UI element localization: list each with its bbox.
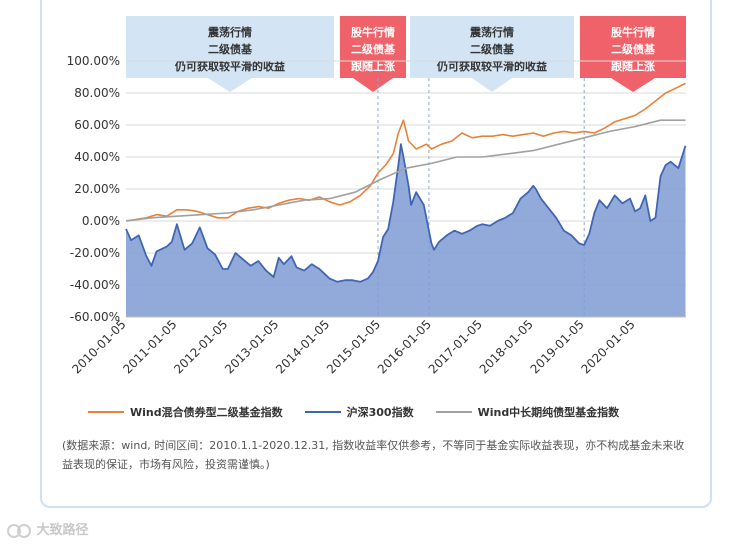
y-tick-label: 20.00% bbox=[74, 182, 120, 196]
legend-label-pure-bond: Wind中长期纯债型基金指数 bbox=[477, 406, 620, 419]
x-tick-label: 2015-01-05 bbox=[324, 317, 383, 376]
legend-swatch-pure-bond bbox=[435, 411, 472, 413]
x-tick-label: 2019-01-05 bbox=[528, 317, 587, 376]
annotation-text-4-1: 股牛行情 bbox=[611, 25, 655, 39]
x-tick-label: 2010-01-05 bbox=[69, 317, 128, 376]
x-tick-label: 2014-01-05 bbox=[273, 317, 332, 376]
annotation-text-1-3: 仍可获取较平滑的收益 bbox=[174, 59, 285, 73]
annotation-text-1-1: 震荡行情 bbox=[207, 25, 252, 39]
annotation-box-1 bbox=[126, 16, 334, 92]
series-line-1 bbox=[125, 82, 686, 222]
series-line-3 bbox=[125, 119, 686, 222]
x-tick-label: 2012-01-05 bbox=[171, 317, 230, 376]
x-tick-label: 2013-01-05 bbox=[222, 317, 281, 376]
legend: Wind混合债券型二级基金指数 沪深300指数 Wind中长期纯债型基金指数 bbox=[88, 402, 698, 422]
y-tick-label: -60.00% bbox=[70, 310, 120, 324]
y-tick-label: -40.00% bbox=[70, 278, 120, 292]
annotation-text-2-3: 跟随上涨 bbox=[351, 59, 395, 73]
legend-label-hybrid-bond: Wind混合债券型二级基金指数 bbox=[130, 406, 283, 419]
annotation-text-4-3: 跟随上涨 bbox=[611, 59, 655, 73]
watermark-logo-icon bbox=[7, 523, 31, 538]
annotation-text-3-1: 震荡行情 bbox=[469, 25, 514, 39]
data-source-note: (数据来源：wind, 时间区间：2010.1.1-2020.12.31, 指数… bbox=[62, 439, 685, 471]
annotation-text-3-3: 仍可获取较平滑的收益 bbox=[436, 59, 547, 73]
annotation-text-4-2: 二级债基 bbox=[611, 42, 656, 56]
y-tick-label: 80.00% bbox=[74, 86, 120, 100]
x-tick-label: 2020-01-05 bbox=[579, 317, 638, 376]
legend-label-csi300: 沪深300指数 bbox=[346, 406, 414, 419]
series-area-csi300 bbox=[126, 144, 686, 317]
legend-swatch-hybrid-bond bbox=[88, 411, 124, 413]
y-tick-label: 100.00% bbox=[67, 54, 120, 68]
y-tick-label: 60.00% bbox=[74, 118, 120, 132]
watermark-text: 大致路径 bbox=[36, 523, 89, 538]
watermark: 大致路径 bbox=[6, 519, 89, 540]
y-tick-label: -20.00% bbox=[70, 246, 120, 260]
legend-item-hybrid-bond: Wind混合债券型二级基金指数 bbox=[88, 404, 283, 420]
annotation-text-2-2: 二级债基 bbox=[351, 42, 396, 56]
annotation-text-1-2: 二级债基 bbox=[208, 42, 253, 56]
annotation-text-3-2: 二级债基 bbox=[470, 42, 515, 56]
annotation-box-3 bbox=[410, 16, 574, 92]
legend-swatch-csi300 bbox=[304, 411, 341, 413]
series-line-2 bbox=[125, 143, 687, 283]
annotation-text-2-1: 股牛行情 bbox=[351, 25, 395, 39]
legend-item-pure-bond: Wind中长期纯债型基金指数 bbox=[435, 404, 620, 420]
y-tick-label: 40.00% bbox=[74, 150, 120, 164]
legend-item-csi300: 沪深300指数 bbox=[304, 404, 414, 420]
y-tick-label: 0.00% bbox=[82, 214, 120, 228]
x-tick-label: 2016-01-05 bbox=[375, 317, 434, 376]
annotation-box-4 bbox=[580, 16, 686, 92]
x-tick-label: 2018-01-05 bbox=[477, 317, 536, 376]
x-tick-label: 2011-01-05 bbox=[120, 317, 179, 376]
x-tick-label: 2017-01-05 bbox=[426, 317, 485, 376]
annotation-box-2 bbox=[340, 16, 406, 92]
